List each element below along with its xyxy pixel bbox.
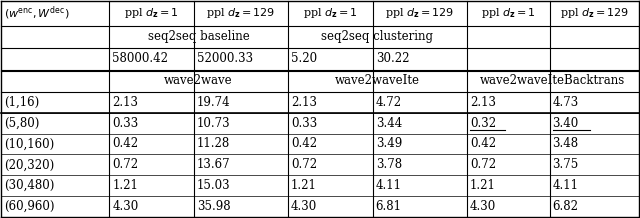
Text: 0.32: 0.32	[470, 117, 496, 130]
Text: 4.11: 4.11	[376, 179, 402, 192]
Text: (5,80): (5,80)	[4, 117, 40, 130]
Text: wave2waveIte: wave2waveIte	[335, 74, 420, 87]
Text: 4.72: 4.72	[376, 96, 402, 109]
Text: 0.72: 0.72	[291, 158, 317, 171]
Text: 3.78: 3.78	[376, 158, 402, 171]
Text: (60,960): (60,960)	[4, 200, 54, 213]
Text: 4.30: 4.30	[291, 200, 317, 213]
Text: seq2seq baseline: seq2seq baseline	[148, 30, 250, 43]
Text: 0.42: 0.42	[470, 138, 496, 150]
Text: 15.03: 15.03	[197, 179, 230, 192]
Text: wave2wave: wave2wave	[164, 74, 233, 87]
Text: $(w^\mathrm{enc}, W^\mathrm{dec})$: $(w^\mathrm{enc}, W^\mathrm{dec})$	[4, 5, 70, 22]
Text: 1.21: 1.21	[112, 179, 138, 192]
Text: ppl $d_{\mathbf{z}} = 129$: ppl $d_{\mathbf{z}} = 129$	[560, 6, 629, 20]
Text: 11.28: 11.28	[197, 138, 230, 150]
Text: 4.11: 4.11	[552, 179, 579, 192]
Text: 4.30: 4.30	[470, 200, 496, 213]
Text: 3.44: 3.44	[376, 117, 402, 130]
Text: (10,160): (10,160)	[4, 138, 54, 150]
Text: (20,320): (20,320)	[4, 158, 54, 171]
Text: 0.72: 0.72	[470, 158, 496, 171]
Text: 0.42: 0.42	[291, 138, 317, 150]
Text: 2.13: 2.13	[291, 96, 317, 109]
Text: ppl $d_{\mathbf{z}} = 1$: ppl $d_{\mathbf{z}} = 1$	[124, 6, 179, 20]
Text: 2.13: 2.13	[112, 96, 138, 109]
Text: ppl $d_{\mathbf{z}} = 1$: ppl $d_{\mathbf{z}} = 1$	[303, 6, 358, 20]
Text: 3.48: 3.48	[552, 138, 579, 150]
Text: 58000.42: 58000.42	[112, 52, 168, 65]
Text: 10.73: 10.73	[197, 117, 230, 130]
Text: 3.75: 3.75	[552, 158, 579, 171]
Text: 1.21: 1.21	[291, 179, 317, 192]
Text: seq2seq clustering: seq2seq clustering	[321, 30, 433, 43]
Text: 0.42: 0.42	[112, 138, 138, 150]
Text: 4.30: 4.30	[112, 200, 138, 213]
Text: ppl $d_{\mathbf{z}} = 129$: ppl $d_{\mathbf{z}} = 129$	[385, 6, 454, 20]
Text: 30.22: 30.22	[376, 52, 409, 65]
Text: 2.13: 2.13	[470, 96, 496, 109]
Text: 0.33: 0.33	[112, 117, 138, 130]
Text: 6.82: 6.82	[552, 200, 579, 213]
Text: 6.81: 6.81	[376, 200, 402, 213]
Text: 0.72: 0.72	[112, 158, 138, 171]
Text: 19.74: 19.74	[197, 96, 230, 109]
Text: (1,16): (1,16)	[4, 96, 39, 109]
Text: ppl $d_{\mathbf{z}} = 129$: ppl $d_{\mathbf{z}} = 129$	[206, 6, 276, 20]
Text: 13.67: 13.67	[197, 158, 230, 171]
Text: 3.49: 3.49	[376, 138, 402, 150]
Text: 1.21: 1.21	[470, 179, 495, 192]
Text: 4.73: 4.73	[552, 96, 579, 109]
Text: 3.40: 3.40	[552, 117, 579, 130]
Text: 35.98: 35.98	[197, 200, 230, 213]
Text: 5.20: 5.20	[291, 52, 317, 65]
Text: 52000.33: 52000.33	[197, 52, 253, 65]
Text: ppl $d_{\mathbf{z}} = 1$: ppl $d_{\mathbf{z}} = 1$	[481, 6, 536, 20]
Text: (30,480): (30,480)	[4, 179, 54, 192]
Text: 0.33: 0.33	[291, 117, 317, 130]
Text: wave2waveIteBacktrans: wave2waveIteBacktrans	[480, 74, 625, 87]
